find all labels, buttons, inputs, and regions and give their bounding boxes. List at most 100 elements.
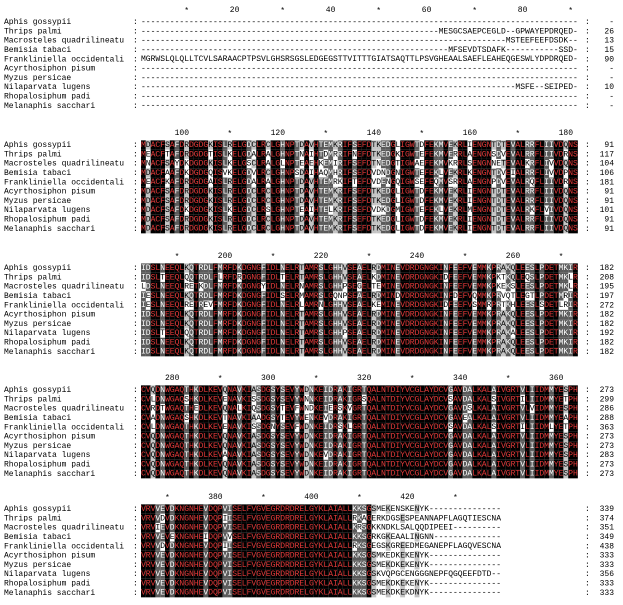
conservation-shade	[462, 291, 468, 301]
conservation-shade	[280, 541, 286, 551]
conservation-shade	[457, 214, 463, 225]
residue-run: K	[506, 311, 511, 320]
residue-run: A	[170, 188, 175, 197]
conservation-shade	[419, 450, 425, 460]
conservation-shade	[525, 403, 530, 414]
conservation-shade	[193, 469, 199, 479]
sequence: CVQDNWGAQTHKDLKEVQNAVKIASDGSYSEVYWDNKEID…	[141, 442, 578, 451]
conservation-shade	[342, 168, 348, 178]
residue-run: VDN	[371, 169, 386, 178]
conservation-shade	[141, 550, 146, 561]
conservation-shade	[328, 328, 334, 338]
residue-run: DGDG	[189, 150, 208, 159]
conservation-shade	[443, 186, 449, 197]
residue-run: A	[304, 216, 309, 225]
species-name: Myzus persicae	[4, 561, 71, 570]
residue-run: A	[491, 461, 496, 470]
residue-run: D	[247, 169, 252, 178]
residue-run: D	[299, 197, 304, 206]
conservation-shade	[217, 319, 223, 329]
conservation-shade	[328, 578, 334, 589]
residue-run: T	[280, 414, 285, 423]
conservation-shade	[563, 140, 569, 150]
residue-run: T	[194, 283, 199, 292]
residue-run: F	[448, 283, 453, 292]
residue-run: NS	[568, 141, 578, 150]
conservation-shade	[472, 309, 478, 320]
residue-run: KE	[405, 580, 415, 589]
conservation-shade	[549, 186, 554, 197]
conservation-shade	[193, 394, 199, 404]
conservation-shade	[568, 441, 574, 451]
conservation-shade	[438, 196, 444, 206]
conservation-shade	[357, 337, 362, 348]
residue-run: KE	[314, 470, 324, 479]
conservation-shade	[179, 158, 185, 169]
residue-run: D	[419, 216, 424, 225]
conservation-shade	[227, 504, 233, 514]
conservation-shade	[280, 196, 286, 206]
conservation-shade	[237, 149, 242, 159]
conservation-shade	[246, 168, 252, 178]
conservation-shade	[246, 504, 252, 514]
residue-run: KI	[242, 442, 252, 451]
conservation-shade	[529, 431, 535, 442]
conservation-shade	[438, 224, 444, 234]
residue-run: VDRDGNGKI	[400, 264, 443, 273]
conservation-shade	[448, 168, 454, 178]
residue-run: E	[506, 141, 511, 150]
conservation-shade	[150, 205, 156, 215]
conservation-shade	[337, 300, 343, 310]
residue-run: D	[496, 206, 501, 215]
conservation-shade	[232, 149, 238, 159]
conservation-shade	[165, 281, 170, 292]
conservation-shade	[361, 186, 367, 197]
residue-run: K	[184, 206, 189, 215]
conservation-shade	[294, 459, 300, 470]
conservation-shade	[438, 450, 444, 460]
residue-run: K	[199, 283, 204, 292]
species-name: Macrosteles quadrilineatu	[4, 524, 124, 533]
conservation-shade	[361, 450, 367, 460]
conservation-shade	[337, 319, 343, 329]
conservation-shade	[333, 569, 338, 579]
separator: :	[585, 18, 590, 27]
conservation-shade	[213, 158, 218, 169]
conservation-shade	[337, 224, 343, 234]
residue-run: ES	[525, 311, 535, 320]
conservation-shade	[169, 196, 175, 206]
conservation-shade	[400, 272, 406, 282]
conservation-shade	[328, 337, 334, 348]
separator: :	[585, 206, 590, 215]
residue-run: F	[213, 264, 218, 273]
sequence: ----------------------------------------…	[141, 83, 578, 92]
conservation-shade	[265, 291, 271, 301]
conservation-shade	[246, 337, 252, 348]
residue-run: F	[448, 320, 453, 329]
conservation-shade	[510, 459, 516, 470]
conservation-shade	[289, 578, 295, 589]
residue-run: I	[347, 433, 352, 442]
residue-run: V	[511, 150, 516, 159]
residue-run: E	[448, 225, 453, 234]
residue-run: R	[338, 197, 343, 206]
conservation-shade	[232, 347, 238, 357]
conservation-shade	[184, 403, 190, 414]
residue-run: S	[271, 470, 276, 479]
conservation-shade	[289, 328, 295, 338]
residue-run: TEM	[319, 225, 334, 234]
conservation-shade	[501, 140, 506, 150]
residue-run: NP	[285, 160, 295, 169]
conservation-shade	[505, 459, 511, 470]
conservation-shade	[448, 385, 454, 395]
conservation-shade	[294, 413, 300, 423]
residue-run: T	[299, 329, 304, 338]
conservation-shade	[232, 569, 238, 579]
conservation-shade	[174, 337, 180, 348]
conservation-shade	[573, 158, 578, 169]
end-position: 182	[600, 311, 615, 320]
conservation-shade	[203, 158, 209, 169]
conservation-shade	[184, 513, 190, 523]
residue-run: A	[563, 414, 568, 423]
residue-run: S	[472, 301, 477, 310]
